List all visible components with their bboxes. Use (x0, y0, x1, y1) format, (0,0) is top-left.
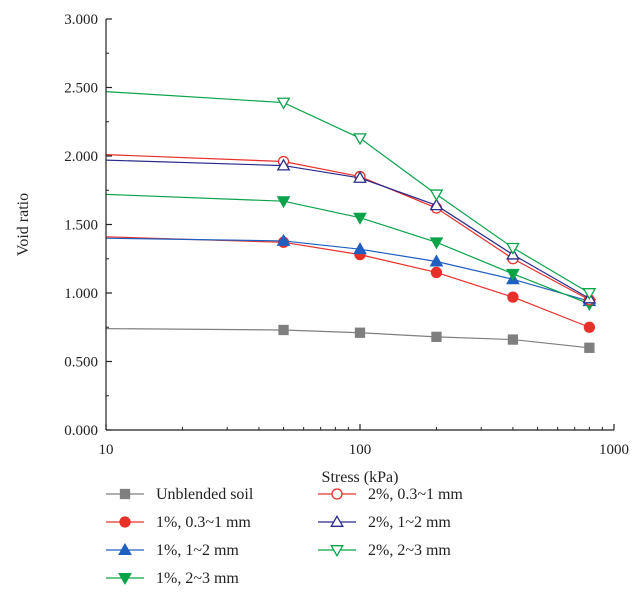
legend-label: Unblended soil (156, 486, 254, 503)
legend-label: 1%, 2~3 mm (156, 570, 239, 587)
x-axis-ticks: 10 100 1000 (99, 424, 629, 458)
data-point (429, 237, 444, 250)
data-point (353, 133, 367, 146)
series-line (105, 328, 590, 349)
data-point (582, 288, 597, 301)
data-point (507, 334, 519, 345)
legend-marker (330, 545, 344, 558)
legend-label: 2%, 2~3 mm (368, 542, 451, 559)
y-tick-label: 1.000 (64, 286, 98, 302)
series-1 (105, 324, 595, 353)
series-line (105, 237, 590, 302)
x-axis-title: Stress (kPa) (322, 469, 399, 486)
data-point (429, 189, 444, 202)
data-point (353, 212, 367, 225)
data-point (276, 97, 291, 110)
series-line (105, 154, 590, 301)
plot-area (105, 91, 597, 353)
series-7 (105, 91, 597, 301)
data-point (431, 331, 442, 342)
legend-marker (330, 514, 344, 527)
legend-marker (119, 516, 131, 528)
x-tick-label: 10 (99, 442, 114, 458)
legend: Unblended soil 1%, 0.3~1 mm 1%, 1~2 mm 1%, … (106, 486, 463, 587)
legend-item: 1%, 1~2 mm (106, 542, 239, 559)
series-5 (105, 154, 596, 306)
data-point (506, 242, 520, 255)
y-tick-label: 1.500 (64, 218, 98, 234)
series-2 (105, 236, 596, 333)
series-4 (105, 193, 597, 312)
y-tick-label: 3.000 (64, 12, 98, 28)
legend-item: 2%, 2~3 mm (318, 542, 451, 559)
data-point (278, 324, 289, 336)
data-point (583, 321, 596, 333)
legend-marker (118, 542, 132, 555)
data-point (353, 242, 367, 255)
x-tick-label: 100 (349, 442, 372, 458)
legend-marker (331, 488, 343, 500)
data-point (276, 196, 291, 209)
data-point (584, 342, 595, 353)
legend-item: 2%, 1~2 mm (318, 514, 451, 531)
legend-label: 1%, 1~2 mm (156, 542, 239, 559)
data-point (276, 233, 291, 246)
legend-label: 2%, 0.3~1 mm (368, 486, 463, 503)
y-axis-ticks: 0.000 0.500 1.000 1.500 2.000 2.500 3.000 (64, 12, 112, 439)
y-tick-label: 2.500 (64, 81, 98, 97)
series-line (105, 91, 590, 294)
legend-marker (119, 488, 131, 500)
legend-item: 2%, 0.3~1 mm (318, 486, 463, 503)
series-3 (105, 233, 597, 307)
legend-item: 1%, 2~3 mm (106, 570, 239, 587)
legend-marker (118, 573, 132, 586)
data-point (506, 268, 520, 281)
data-point (429, 254, 444, 267)
data-point (430, 266, 443, 279)
series-line (105, 236, 590, 328)
legend-label: 1%, 0.3~1 mm (156, 514, 251, 531)
y-tick-label: 2.000 (64, 149, 98, 165)
y-axis-title: Void ratio (15, 193, 32, 256)
data-point (276, 158, 291, 171)
legend-label: 2%, 1~2 mm (368, 514, 451, 531)
data-point (507, 291, 519, 303)
x-tick-label: 1000 (599, 442, 629, 458)
y-tick-label: 0.500 (64, 355, 98, 371)
data-point (429, 198, 444, 211)
legend-item: Unblended soil (106, 486, 254, 503)
series-line (105, 159, 590, 300)
data-point (353, 170, 367, 183)
data-point (354, 327, 366, 338)
series-line (105, 193, 590, 305)
legend-item: 1%, 0.3~1 mm (106, 514, 251, 531)
y-tick-label: 0.000 (64, 423, 98, 439)
